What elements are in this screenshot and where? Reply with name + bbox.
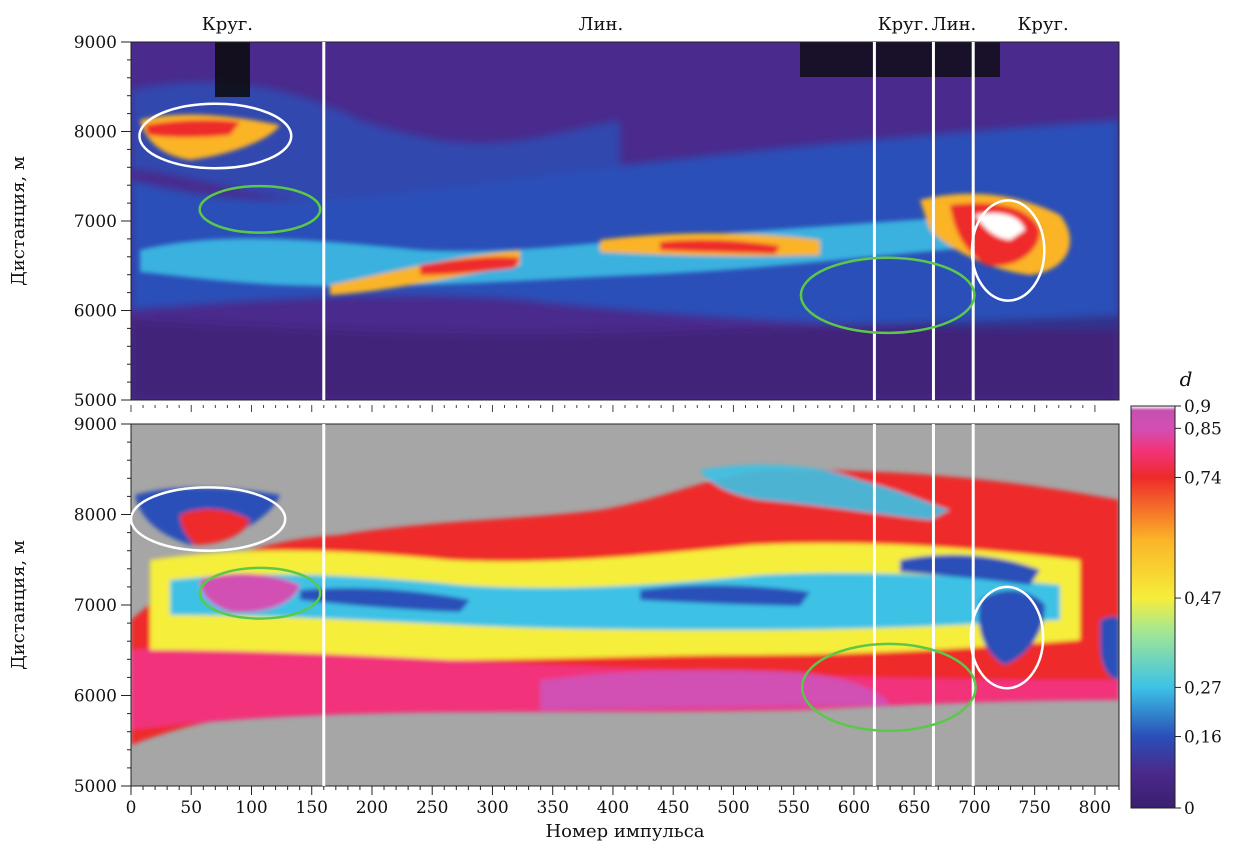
y-tick-label: 6000 [74, 302, 117, 322]
mode-label: Круг. [202, 14, 253, 35]
colorbar-tick-label: 0,85 [1184, 419, 1222, 439]
y-tick-label: 7000 [74, 212, 117, 232]
y-tick-label: 8000 [74, 123, 117, 143]
x-tick-label: 700 [958, 798, 990, 818]
top-ellipses [138, 102, 1046, 335]
colorbar-tick-label: 0,74 [1184, 468, 1222, 488]
bottom-ellipses [129, 486, 1045, 733]
x-tick-label: 200 [356, 798, 388, 818]
white-highlight-ellipse [129, 486, 287, 552]
colorbar-title: d [1180, 367, 1193, 391]
top-y-axis: 5000 6000 7000 8000 9000 [74, 33, 131, 411]
colorbar-tick-label: 0,47 [1184, 589, 1222, 609]
top-blue-upper [131, 81, 620, 204]
mode-label: Круг. [1017, 14, 1068, 35]
colorbar-tick-label: 0,9 [1184, 397, 1211, 417]
bottom-blue-streak-2 [640, 585, 810, 606]
y-tick-label: 5000 [74, 777, 117, 797]
colorbar-gradient [1130, 405, 1176, 809]
top-left-red [145, 119, 240, 138]
x-tick-label: 800 [1079, 798, 1111, 818]
y-tick-label: 6000 [74, 687, 117, 707]
mode-label: Лин. [932, 14, 977, 35]
x-axis: 0 50 100 150 200 250 300 350 400 450 500 550 600 650 7… [126, 786, 1120, 818]
green-highlight-ellipse [198, 566, 322, 620]
white-highlight-ellipse [138, 102, 293, 170]
y-tick-label: 9000 [74, 33, 117, 53]
bottom-y-axis: 5000 6000 7000 8000 9000 [74, 415, 131, 797]
x-tick-label: 50 [180, 798, 202, 818]
colorbar-ticks: 0 0,16 0,27 0,47 0,74 0,850,9 [1175, 397, 1222, 819]
colorbar-tick-label: 0,27 [1184, 678, 1222, 698]
bottom-blue-streak-3 [900, 554, 1040, 585]
green-highlight-ellipse [800, 642, 977, 733]
top-black-patch-left [215, 42, 250, 97]
x-tick-label: 0 [126, 798, 137, 818]
bottom-blue-streak-1 [300, 588, 470, 612]
y-tick-label: 5000 [74, 391, 117, 411]
y-tick-label: 9000 [74, 415, 117, 435]
top-right-white [975, 213, 1025, 240]
x-tick-label: 600 [838, 798, 870, 818]
bottom-y-axis-label: Дистанция, м [8, 540, 29, 670]
panel-separator-ticks [130, 405, 1096, 412]
x-tick-label: 150 [296, 798, 328, 818]
bottom-right-edge-blue [1100, 616, 1119, 680]
bottom-left-magenta [200, 573, 300, 613]
top-panel: Круг. Лин. Круг. Лин. Круг. 5000600070008000… [8, 14, 1120, 411]
green-highlight-ellipse [799, 256, 976, 335]
colorbar: d 0 0,16 0,27 0,47 0,74 0,850,9 [1130, 367, 1222, 819]
top-cyan-band [140, 215, 1000, 287]
top-dark-lower [131, 315, 1119, 400]
x-tick-label: 400 [597, 798, 629, 818]
x-tick-label: 100 [235, 798, 267, 818]
x-tick-label: 300 [476, 798, 508, 818]
top-red-streak-2 [660, 239, 780, 254]
top-black-patch-right [800, 42, 1000, 77]
y-tick-label: 7000 [74, 596, 117, 616]
colorbar-tick-label: 0,16 [1184, 728, 1222, 748]
bottom-left-red-core [180, 508, 250, 545]
x-tick-label: 500 [717, 798, 749, 818]
bottom-upper-plume [700, 464, 950, 520]
white-highlight-ellipse [969, 585, 1045, 690]
green-highlight-ellipse [198, 184, 322, 234]
bottom-heatmap [131, 424, 1119, 786]
bottom-cyan-band [170, 573, 1060, 630]
top-y-axis-label: Дистанция, м [8, 156, 29, 286]
mode-label: Лин. [579, 14, 624, 35]
white-highlight-ellipse [970, 199, 1046, 302]
x-tick-label: 550 [777, 798, 809, 818]
x-tick-label: 750 [1018, 798, 1050, 818]
mode-label: Круг. [878, 14, 929, 35]
colorbar-tick-label: 0 [1184, 799, 1195, 819]
bottom-panel: 5000 6000 7000 8000 9000 0 50 100 150 200 250 300 3… [8, 415, 1120, 842]
x-axis-label: Номер импульса [545, 821, 704, 842]
top-red-streak-1 [420, 256, 520, 275]
bottom-right-blue-cluster [978, 590, 1045, 665]
top-heatmap [131, 42, 1119, 400]
mode-labels: Круг. Лин. Круг. Лин. Круг. [202, 14, 1069, 35]
x-tick-label: 650 [898, 798, 930, 818]
x-tick-label: 450 [657, 798, 689, 818]
x-tick-label: 350 [536, 798, 568, 818]
top-mode-markers [322, 42, 975, 400]
y-tick-label: 8000 [74, 506, 117, 526]
x-tick-label: 250 [416, 798, 448, 818]
